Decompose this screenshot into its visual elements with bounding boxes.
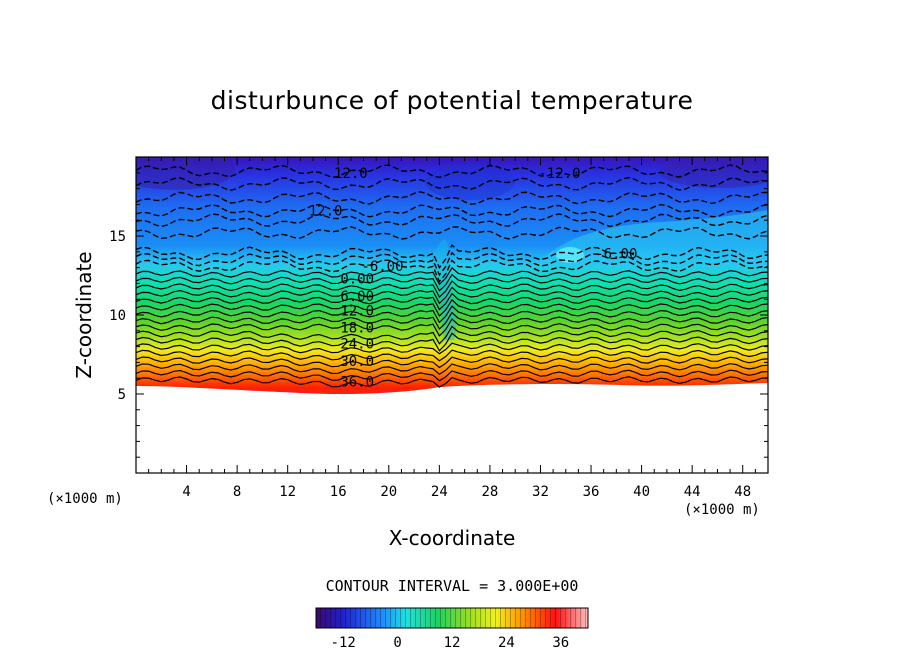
contour-line <box>136 243 768 269</box>
plot-area: 12.012.0-12.0-6.00-6.000.006.0012.018.02… <box>109 156 769 500</box>
contour-label: 30.0 <box>340 354 374 370</box>
x-tick-label: 4 <box>182 484 190 500</box>
contour-label: 6.00 <box>340 289 374 305</box>
contour-line <box>136 349 768 362</box>
x-tick-label: 28 <box>481 484 498 500</box>
colorbar-tick-label: 36 <box>552 635 569 651</box>
y-tick-labels: 5 10 15 <box>109 229 126 403</box>
contour-lines <box>136 164 768 388</box>
contour-label: 36.0 <box>340 374 374 390</box>
contour-line <box>136 280 768 298</box>
x-tick-label: 12 <box>279 484 296 500</box>
y-tick-label: 15 <box>109 229 126 245</box>
contour-line <box>136 203 768 218</box>
x-tick-label: 32 <box>532 484 549 500</box>
contour-label: 0.00 <box>340 272 374 288</box>
x-axis-unit: (×1000 m) <box>684 502 760 518</box>
contour-label: 18.0 <box>340 321 374 337</box>
terrain-edge <box>136 383 768 473</box>
contour-line <box>136 176 768 191</box>
colorbar-tick-label: 24 <box>498 635 515 651</box>
x-axis-title: X-coordinate <box>388 526 516 550</box>
colorbar-frame <box>315 607 589 629</box>
contour-line <box>136 318 768 337</box>
contour-label: 24.0 <box>340 336 374 352</box>
cold-blob-right <box>660 157 768 188</box>
field-details <box>136 157 768 473</box>
contour-line <box>136 286 768 305</box>
contour-labels: 12.012.0-12.0-6.00-6.000.006.0012.018.02… <box>309 166 638 391</box>
contour-line <box>136 356 768 369</box>
colorbar-tick-label: 12 <box>444 635 461 651</box>
contour-line <box>136 273 768 292</box>
contour-line <box>136 325 768 345</box>
warm-anomaly-right <box>540 210 768 262</box>
contour-line <box>136 226 768 240</box>
x-tick-label: 40 <box>633 484 650 500</box>
y-axis-title: Z-coordinate <box>72 251 96 379</box>
colorbar: -12 0 12 24 36 <box>315 607 589 651</box>
cold-blob-mid <box>425 164 515 200</box>
contour-line <box>136 298 768 317</box>
contour-line <box>136 191 768 205</box>
contour-line <box>136 376 768 388</box>
contour-line <box>136 311 768 330</box>
contour-label: -6.00 <box>361 259 403 275</box>
x-tick-label: 20 <box>380 484 397 500</box>
y-axis-unit: (×1000 m) <box>47 491 123 507</box>
x-tick-label: 44 <box>684 484 701 500</box>
contour-label: -6.00 <box>595 246 637 262</box>
contour-line <box>136 164 768 179</box>
contour-label: 12.0 <box>309 204 343 220</box>
x-tick-label: 36 <box>583 484 600 500</box>
colorbar-stripes <box>316 608 588 628</box>
x-tick-label: 8 <box>233 484 241 500</box>
contour-line <box>136 259 768 283</box>
axis-ticks <box>136 157 768 473</box>
cyan-spot <box>556 247 584 263</box>
contour-line <box>136 342 768 355</box>
contour-interval-note: CONTOUR INTERVAL = 3.000E+00 <box>325 577 579 595</box>
contour-line <box>136 251 768 277</box>
y-tick-label: 5 <box>118 387 126 403</box>
x-tick-label: 24 <box>431 484 448 500</box>
contour-label: 12.0 <box>340 303 374 319</box>
contour-line <box>136 213 768 228</box>
cold-blob-left <box>136 157 235 190</box>
contour-line <box>136 305 768 324</box>
x-tick-labels: 4 8 12 16 20 24 28 32 36 40 44 48 <box>182 484 751 500</box>
y-tick-label: 10 <box>109 308 126 324</box>
contour-line <box>136 363 768 375</box>
colorbar-tick-label: -12 <box>331 635 356 651</box>
x-tick-label: 16 <box>330 484 347 500</box>
colorbar-tick-label: 0 <box>393 635 401 651</box>
contour-line <box>136 266 768 286</box>
contour-line <box>136 292 768 311</box>
colorbar-tick-labels: -12 0 12 24 36 <box>331 635 570 651</box>
contour-label: 12.0 <box>334 166 368 182</box>
contour-line <box>136 332 768 352</box>
contour-label: -12.0 <box>538 166 580 182</box>
x-tick-label: 48 <box>734 484 751 500</box>
chart-title: disturbunce of potential temperature <box>210 86 694 115</box>
contour-line <box>136 369 768 382</box>
